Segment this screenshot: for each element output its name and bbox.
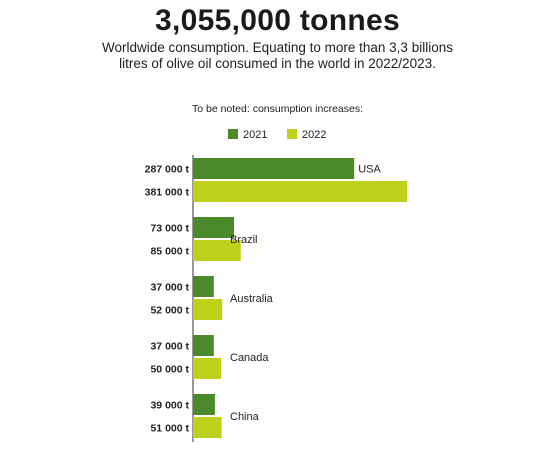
value-label-australia-2022: 52 000 t bbox=[150, 305, 189, 317]
category-label-usa: USA bbox=[358, 164, 381, 176]
value-label-china-2022: 51 000 t bbox=[150, 423, 189, 435]
bar-australia-2022 bbox=[193, 299, 223, 320]
value-label-canada-2022: 50 000 t bbox=[150, 364, 189, 376]
value-label-china-2021: 39 000 t bbox=[150, 400, 189, 412]
category-label-australia: Australia bbox=[230, 293, 274, 305]
bar-australia-2021 bbox=[193, 276, 214, 297]
bar-usa-2022 bbox=[193, 181, 407, 202]
bar-usa-2021 bbox=[193, 158, 355, 179]
value-label-canada-2021: 37 000 t bbox=[150, 341, 189, 353]
bar-canada-2022 bbox=[193, 358, 222, 379]
legend-label-2022: 2022 bbox=[302, 129, 326, 141]
legend-swatch-2021 bbox=[228, 129, 238, 139]
legend-label-2021: 2021 bbox=[243, 129, 267, 141]
category-label-brazil: Brazil bbox=[230, 234, 258, 246]
page-title: 3,055,000 tonnes bbox=[155, 4, 400, 37]
value-label-usa-2021: 287 000 t bbox=[145, 164, 190, 176]
chart-note: To be noted: consumption increases: bbox=[191, 103, 364, 115]
bar-china-2021 bbox=[193, 394, 215, 415]
legend: 2021 2022 bbox=[228, 129, 326, 141]
bar-china-2022 bbox=[193, 417, 222, 438]
bar-canada-2021 bbox=[193, 335, 214, 356]
value-label-brazil-2021: 73 000 t bbox=[150, 223, 189, 235]
bars-group: 287 000 t 381 000 t USA 73 000 t 85 000 t Bra… bbox=[145, 158, 407, 438]
value-label-usa-2022: 381 000 t bbox=[145, 187, 190, 199]
category-label-china: China bbox=[230, 411, 260, 423]
bar-brazil-2021 bbox=[193, 217, 235, 238]
page-subtitle: Worldwide consumption. Equating to more … bbox=[102, 40, 453, 71]
value-label-australia-2021: 37 000 t bbox=[150, 282, 189, 294]
legend-swatch-2022 bbox=[287, 129, 297, 139]
value-label-brazil-2022: 85 000 t bbox=[150, 246, 189, 258]
bar-brazil-2022 bbox=[193, 240, 241, 261]
category-label-canada: Canada bbox=[230, 352, 269, 364]
